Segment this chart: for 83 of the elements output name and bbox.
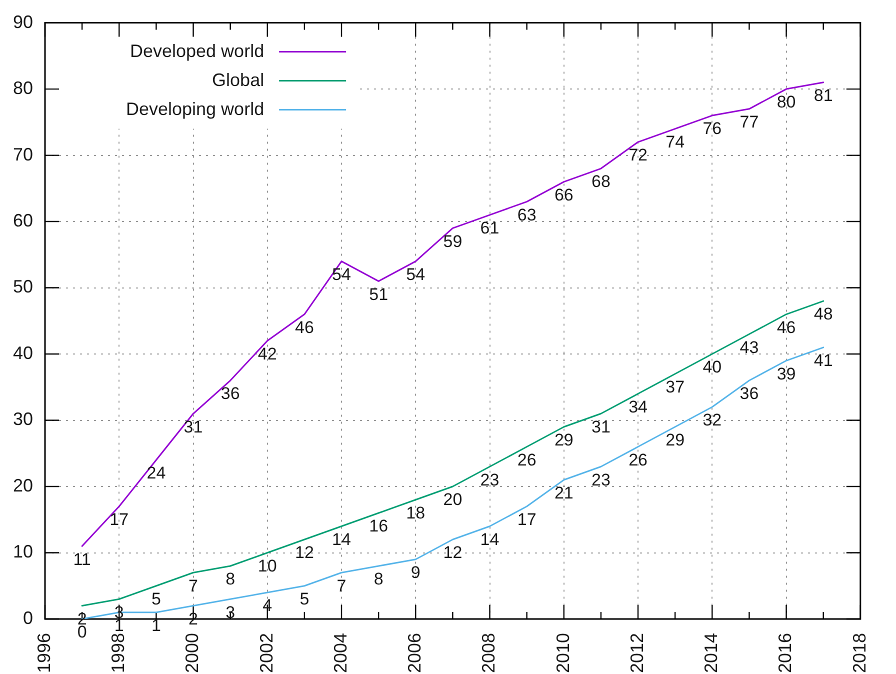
y-tick-label: 80 [12,78,33,98]
data-label: 11 [73,550,91,569]
data-label: 14 [332,530,351,549]
data-label: 29 [554,430,574,450]
x-tick-label: 1998 [108,633,128,674]
data-label: 9 [410,563,420,582]
data-label: 16 [369,516,388,536]
x-tick-label: 2014 [701,633,722,674]
data-label: 1 [151,616,161,636]
legend-label: Developing world [126,98,264,119]
y-tick-label: 90 [12,12,33,32]
data-label: 40 [702,358,722,377]
data-label: 39 [776,364,796,384]
data-label: 66 [554,185,574,204]
data-label: 76 [702,119,722,138]
data-label: 20 [443,490,462,510]
data-label: 32 [702,410,722,430]
data-label: 29 [666,430,685,450]
x-tick-label: 2002 [256,633,276,674]
y-tick-label: 0 [22,608,33,628]
data-label: 4 [262,596,272,616]
x-tick-label: 2000 [182,633,202,674]
data-label: 36 [220,384,240,404]
data-label: 43 [740,338,759,357]
data-label: 81 [814,86,833,106]
data-label: 18 [406,503,426,522]
data-label: 7 [188,576,198,596]
data-label: 26 [628,450,648,470]
data-label: 26 [517,450,536,470]
data-label: 10 [258,556,277,576]
data-label: 51 [369,284,388,304]
data-label: 31 [184,417,203,436]
data-label: 12 [443,543,462,562]
data-label: 77 [740,112,759,132]
data-label: 37 [666,378,685,397]
data-label: 14 [480,530,500,549]
y-tick-label: 70 [12,144,33,164]
data-label: 3 [226,602,236,622]
data-label: 21 [554,484,574,503]
data-label: 41 [814,351,833,370]
data-label: 8 [374,570,384,589]
data-label: 5 [151,590,161,609]
data-label: 24 [146,464,166,483]
y-tick-label: 60 [12,210,33,230]
data-label: 46 [776,318,796,337]
data-label: 23 [480,470,500,490]
data-label: 17 [110,510,129,530]
data-label: 8 [226,570,236,589]
data-label: 54 [406,264,426,284]
data-label: 34 [628,397,648,416]
y-tick-label: 50 [12,276,33,297]
data-label: 12 [294,543,314,562]
data-label: 61 [480,218,500,238]
y-tick-label: 30 [12,409,33,430]
legend-label: Developed world [130,40,264,61]
x-tick-label: 2006 [404,633,425,674]
data-label: 17 [517,510,536,530]
data-label: 63 [517,205,536,224]
y-tick-label: 40 [12,342,33,363]
y-tick-label: 20 [12,475,33,496]
data-label: 7 [336,576,346,596]
data-label: 80 [776,92,796,112]
x-tick-label: 2016 [775,633,796,674]
data-label: 72 [628,146,648,165]
data-label: 42 [258,344,277,364]
legend-label: Global [212,70,264,90]
data-label: 48 [814,304,833,324]
data-label: 74 [666,132,685,152]
y-tick-label: 10 [12,542,33,562]
x-tick-label: 2008 [478,633,499,674]
data-label: 36 [740,384,759,404]
data-label: 5 [300,590,310,609]
x-tick-label: 2018 [849,633,870,674]
data-label: 54 [332,264,351,284]
data-label: 46 [294,318,314,337]
x-tick-label: 2010 [552,633,573,674]
x-tick-label: 1996 [34,633,54,674]
x-tick-label: 2004 [330,633,350,674]
data-label: 59 [443,232,462,251]
data-label: 31 [591,417,610,436]
x-tick-label: 2012 [626,633,647,674]
data-label: 23 [591,470,610,490]
data-label: 68 [591,172,610,192]
